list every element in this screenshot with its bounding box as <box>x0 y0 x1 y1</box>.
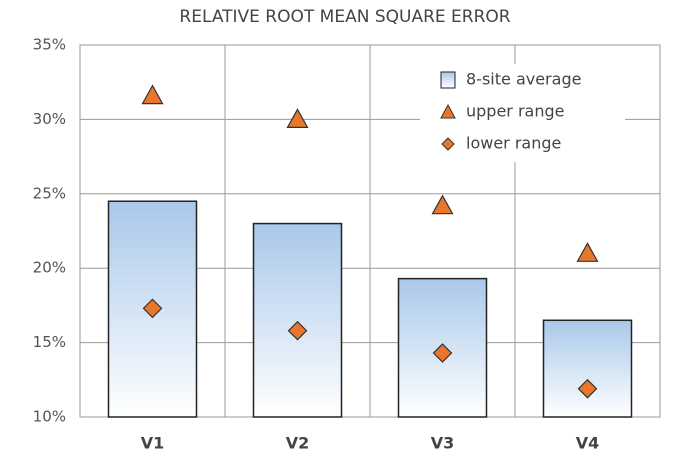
bar <box>252 222 343 418</box>
chart-title: RELATIVE ROOT MEAN SQUARE ERROR <box>179 7 510 27</box>
triangle-marker <box>576 242 599 262</box>
y-tick-label: 15% <box>33 333 66 351</box>
triangle-marker <box>141 84 164 105</box>
y-tick-label: 20% <box>33 259 66 277</box>
triangle-marker <box>431 194 454 215</box>
diamond-marker <box>577 378 598 399</box>
y-tick-label: 25% <box>33 184 66 202</box>
triangle-marker <box>286 108 309 128</box>
legend-label: upper range <box>466 102 564 121</box>
y-tick-label: 30% <box>33 110 66 128</box>
bar <box>542 319 633 418</box>
diamond-marker <box>432 343 453 363</box>
x-tick-label: V2 <box>286 434 310 453</box>
diamond-marker <box>287 320 308 341</box>
y-tick-label: 35% <box>33 36 66 54</box>
legend-label: 8-site average <box>466 70 581 89</box>
legend-swatch <box>440 71 456 89</box>
x-tick-label: V3 <box>431 434 455 453</box>
x-tick-label: V4 <box>576 434 600 453</box>
legend-swatch <box>441 137 455 151</box>
legend-swatch <box>440 103 456 119</box>
x-tick-label: V1 <box>141 434 165 453</box>
legend-label: lower range <box>466 134 561 153</box>
y-tick-label: 10% <box>33 408 66 426</box>
diamond-marker <box>142 298 163 319</box>
